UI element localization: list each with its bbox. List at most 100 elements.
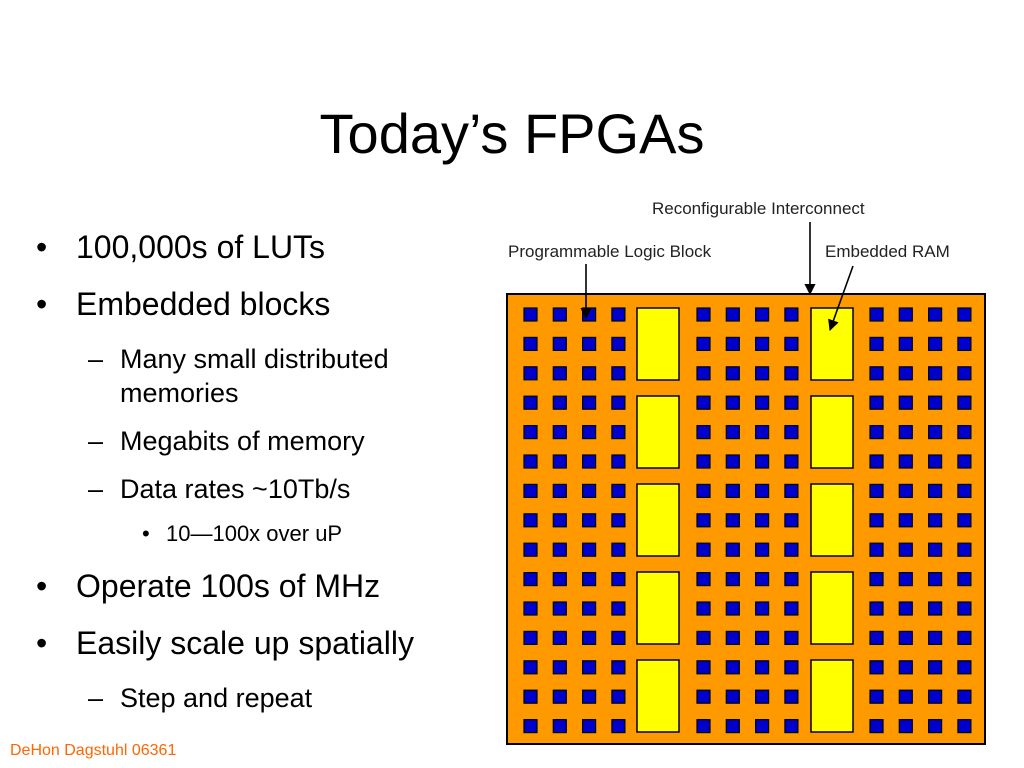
logic-block xyxy=(755,395,770,410)
logic-block xyxy=(523,572,538,587)
logic-block xyxy=(552,366,567,381)
logic-block xyxy=(784,601,799,616)
sub-bullet-small-memories: – Many small distributed memories xyxy=(28,342,508,410)
embedded-ram-columns xyxy=(636,307,854,733)
logic-block xyxy=(869,483,884,498)
logic-block xyxy=(784,542,799,557)
logic-block xyxy=(755,601,770,616)
sub-sub-bullet-text: 10—100x over uP xyxy=(166,521,343,546)
logic-block xyxy=(898,572,913,587)
logic-block xyxy=(957,660,972,675)
logic-block xyxy=(725,660,740,675)
label-embedded-ram: Embedded RAM xyxy=(825,242,950,261)
logic-block xyxy=(957,718,972,734)
label-reconfigurable-interconnect: Reconfigurable Interconnect xyxy=(652,199,865,218)
logic-block xyxy=(957,513,972,528)
embedded-ram-block xyxy=(810,571,854,645)
logic-block xyxy=(784,689,799,704)
logic-block xyxy=(552,660,567,675)
logic-block xyxy=(725,454,740,469)
sub-bullet-mark: – xyxy=(88,683,104,713)
logic-block xyxy=(957,307,972,322)
logic-block xyxy=(696,718,711,734)
logic-block xyxy=(725,601,740,616)
label-programmable-logic-block: Programmable Logic Block xyxy=(508,242,712,261)
logic-block xyxy=(869,542,884,557)
logic-block xyxy=(725,513,740,528)
fpga-fabric xyxy=(506,293,986,745)
sub-bullet-data-rates: – Data rates ~10Tb/s xyxy=(28,472,508,506)
logic-block xyxy=(784,425,799,440)
logic-block xyxy=(869,660,884,675)
logic-block xyxy=(957,572,972,587)
logic-block xyxy=(725,689,740,704)
logic-block xyxy=(869,307,884,322)
logic-block xyxy=(869,366,884,381)
embedded-ram-block xyxy=(810,659,854,733)
bullet-text: Embedded blocks xyxy=(76,286,331,322)
logic-block xyxy=(957,395,972,410)
logic-block xyxy=(957,483,972,498)
sub-bullet-text: Megabits of memory xyxy=(120,426,365,456)
logic-block xyxy=(755,425,770,440)
logic-block xyxy=(725,336,740,351)
embedded-ram-block xyxy=(810,483,854,557)
logic-block xyxy=(898,425,913,440)
logic-block xyxy=(928,572,943,587)
logic-block xyxy=(725,366,740,381)
logic-block xyxy=(523,307,538,322)
logic-block xyxy=(523,689,538,704)
bullet-scale-spatially: • Easily scale up spatially xyxy=(28,624,508,662)
logic-block xyxy=(523,542,538,557)
logic-block xyxy=(581,572,597,587)
logic-block xyxy=(755,454,770,469)
bullet-text: 100,000s of LUTs xyxy=(76,229,326,265)
logic-block xyxy=(928,542,943,557)
logic-block xyxy=(696,689,711,704)
logic-block xyxy=(552,630,567,645)
logic-block xyxy=(784,660,799,675)
logic-block xyxy=(552,718,567,734)
logic-block xyxy=(928,718,943,734)
logic-block xyxy=(696,336,711,351)
logic-block xyxy=(581,336,597,351)
logic-block xyxy=(581,454,597,469)
logic-block-grid xyxy=(523,307,972,734)
logic-block xyxy=(928,336,943,351)
logic-block xyxy=(611,630,626,645)
logic-block xyxy=(755,718,770,734)
logic-block xyxy=(523,336,538,351)
logic-block xyxy=(611,425,626,440)
logic-block xyxy=(611,689,626,704)
sub-bullet-megabits: – Megabits of memory xyxy=(28,424,508,458)
sub-bullet-text: Step and repeat xyxy=(120,683,313,713)
logic-block xyxy=(696,395,711,410)
embedded-ram-block xyxy=(636,659,680,733)
logic-block xyxy=(869,601,884,616)
logic-block xyxy=(869,689,884,704)
logic-block xyxy=(581,601,597,616)
bullet-mark: • xyxy=(36,286,48,322)
embedded-ram-block xyxy=(636,483,680,557)
sub-bullet-mark: – xyxy=(88,474,104,504)
logic-block xyxy=(611,483,626,498)
logic-block xyxy=(755,630,770,645)
logic-block xyxy=(696,366,711,381)
logic-block xyxy=(898,307,913,322)
bullet-mark: • xyxy=(36,625,48,661)
logic-block xyxy=(552,336,567,351)
bullet-operate-mhz: • Operate 100s of MHz xyxy=(28,567,508,605)
logic-block xyxy=(611,572,626,587)
sub-bullet-mark: – xyxy=(88,426,104,456)
logic-block xyxy=(928,425,943,440)
logic-block xyxy=(957,601,972,616)
logic-block xyxy=(898,689,913,704)
logic-block xyxy=(523,454,538,469)
logic-block xyxy=(898,718,913,734)
logic-block xyxy=(755,336,770,351)
logic-block xyxy=(611,454,626,469)
logic-block xyxy=(581,630,597,645)
logic-block xyxy=(581,307,597,322)
logic-block xyxy=(784,395,799,410)
logic-block xyxy=(784,718,799,734)
